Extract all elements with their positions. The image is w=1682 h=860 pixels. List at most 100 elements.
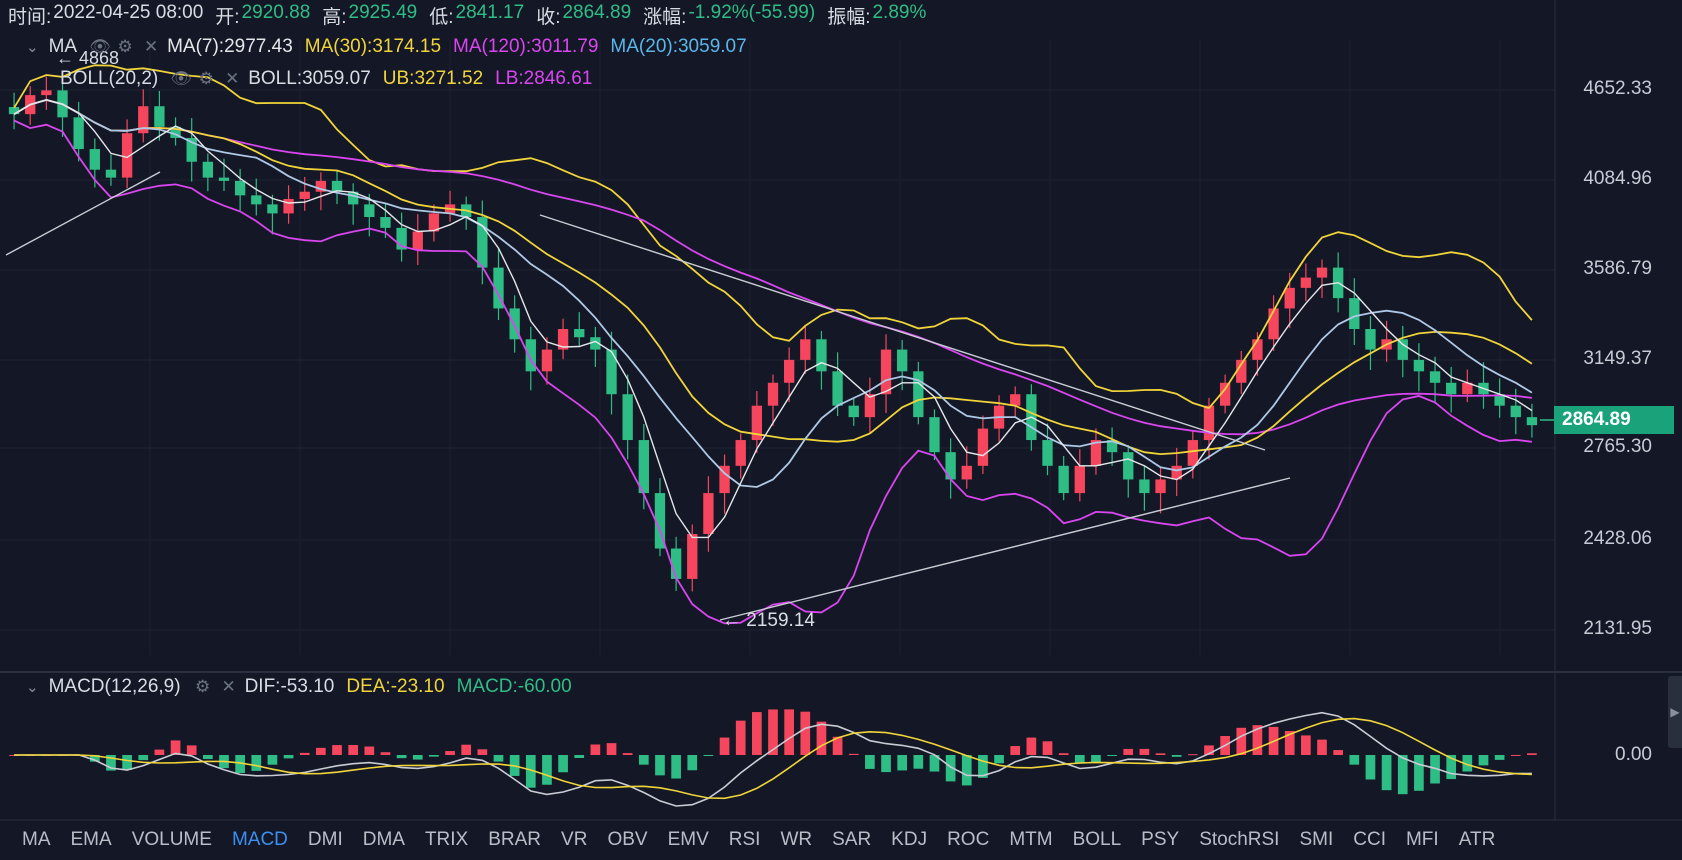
candle-body-49 [800, 339, 811, 360]
macd-legend-items: DIF:-53.10 DEA:-23.10 MACD:-60.00 [245, 676, 584, 698]
candle-body-56 [913, 371, 924, 418]
macd-bar-25 [412, 755, 423, 760]
tab-rsi[interactable]: RSI [728, 829, 761, 850]
boll-upper-line [13, 64, 1533, 410]
boll-legend: BOLL(20,2) 👁 ⚙ ✕ BOLL:3059.07 UB:3271.52 L… [60, 68, 604, 90]
candle-body-43 [703, 493, 714, 535]
macd-bar-62 [1010, 746, 1021, 755]
candle-body-9 [154, 106, 165, 127]
gear-icon[interactable]: ⚙ [117, 37, 133, 56]
macd-bar-69 [1123, 748, 1134, 755]
macd-bar-9 [154, 749, 165, 755]
collapse-chevron-icon[interactable]: ⌄ [26, 679, 39, 696]
candle-body-14 [234, 180, 246, 196]
macd-bar-57 [929, 755, 940, 772]
macd-bar-63 [1026, 737, 1037, 755]
tab-emv[interactable]: EMV [667, 829, 709, 850]
eye-icon[interactable]: 👁 [89, 37, 111, 56]
macd-bar-71 [1155, 753, 1166, 755]
macd-bar-85 [1381, 755, 1392, 791]
close-label: 收: [536, 7, 561, 28]
macd-bar-11 [186, 745, 197, 755]
macd-bar-39 [638, 755, 649, 765]
candle-body-13 [218, 177, 230, 181]
ma120-line [13, 98, 1533, 436]
tab-sar[interactable]: SAR [832, 829, 872, 850]
tab-stochrsi[interactable]: StochRSI [1199, 829, 1280, 850]
ma7-line [13, 99, 1533, 539]
tab-boll[interactable]: BOLL [1072, 829, 1122, 850]
high-value: 2925.49 [348, 2, 418, 23]
candle-body-46 [751, 405, 763, 441]
macd-bar-53 [865, 755, 875, 769]
tab-wr[interactable]: WR [780, 829, 813, 850]
tab-roc[interactable]: ROC [947, 829, 990, 850]
candle-body-17 [283, 198, 294, 214]
ma-legend-items: MA(7):2977.43 MA(30):3174.15 MA(120):3011.… [167, 36, 759, 58]
tab-obv[interactable]: OBV [607, 829, 648, 850]
macd-dif-line [14, 711, 1532, 807]
candle-body-40 [654, 493, 666, 549]
price-tick-0: 4652.33 [1583, 78, 1652, 99]
macd-bar-83 [1349, 755, 1360, 765]
tab-dmi[interactable]: DMI [307, 829, 343, 850]
tab-cci[interactable]: CCI [1353, 829, 1386, 850]
close-icon[interactable]: ✕ [143, 37, 159, 56]
macd-bar-56 [913, 755, 924, 769]
candle-body-34 [557, 329, 569, 350]
trend-line-2 [539, 214, 1266, 451]
low-value: 2841.17 [455, 2, 525, 23]
tab-dma[interactable]: DMA [362, 829, 405, 850]
macd-bar-42 [687, 755, 698, 771]
macd-bar-58 [945, 755, 956, 782]
close-value: 2864.89 [562, 2, 632, 23]
tab-mtm[interactable]: MTM [1009, 829, 1053, 850]
expand-panel-button[interactable]: ▶ [1668, 676, 1682, 748]
change-value: -1.92%(-55.99) [688, 2, 816, 23]
tab-brar[interactable]: BRAR [488, 829, 542, 850]
macd-bar-41 [671, 755, 681, 779]
candle-body-19 [315, 180, 327, 192]
tab-ema[interactable]: EMA [70, 829, 112, 850]
tab-mfi[interactable]: MFI [1405, 829, 1439, 850]
gear-icon[interactable]: ⚙ [198, 69, 214, 88]
tab-volume[interactable]: VOLUME [131, 829, 212, 850]
tab-smi[interactable]: SMI [1299, 829, 1334, 850]
tab-psy[interactable]: PSY [1141, 829, 1180, 850]
candle-body-39 [638, 440, 649, 494]
macd-bar-38 [622, 753, 633, 755]
candle-body-53 [864, 394, 876, 418]
tab-ma[interactable]: MA [22, 829, 51, 850]
candle-body-12 [202, 161, 214, 178]
macd-bar-17 [283, 755, 294, 759]
macd-legend: ⌄ MACD(12,26,9) ⚙ ✕ DIF:-53.10 DEA:-23.10… [26, 676, 584, 698]
candle-body-77 [1252, 339, 1263, 360]
candle-body-44 [719, 465, 730, 494]
candle-body-16 [267, 204, 278, 214]
indicator-tabs: MA EMA VOLUME MACD DMI DMA TRIX BRAR VR OBV EMV RSI… [0, 822, 1515, 858]
eye-icon[interactable]: 👁 [170, 69, 192, 88]
collapse-chevron-icon[interactable]: ⌄ [26, 39, 39, 56]
macd-bar-33 [542, 755, 552, 785]
gear-icon[interactable]: ⚙ [194, 677, 211, 696]
candle-body-67 [1090, 440, 1102, 466]
macd-bar-90 [1462, 755, 1473, 772]
candle-body-41 [670, 548, 682, 579]
macd-bar-74 [1204, 745, 1214, 755]
macd-bar-24 [396, 755, 407, 759]
macd-bar-50 [816, 721, 827, 755]
tab-trix[interactable]: TRIX [424, 829, 469, 850]
price-tick-3: 3149.37 [1583, 348, 1652, 369]
candle-body-60 [977, 428, 989, 466]
tab-atr[interactable]: ATR [1458, 829, 1496, 850]
macd-bar-22 [364, 746, 375, 755]
macd-dea-line [14, 717, 1532, 800]
macd-bar-14 [235, 755, 245, 774]
close-icon[interactable]: ✕ [225, 69, 240, 88]
close-icon[interactable]: ✕ [221, 677, 236, 696]
tab-macd[interactable]: MACD [231, 829, 288, 850]
tab-vr[interactable]: VR [561, 829, 588, 850]
open-label: 开: [215, 7, 240, 28]
tab-kdj[interactable]: KDJ [891, 829, 928, 850]
